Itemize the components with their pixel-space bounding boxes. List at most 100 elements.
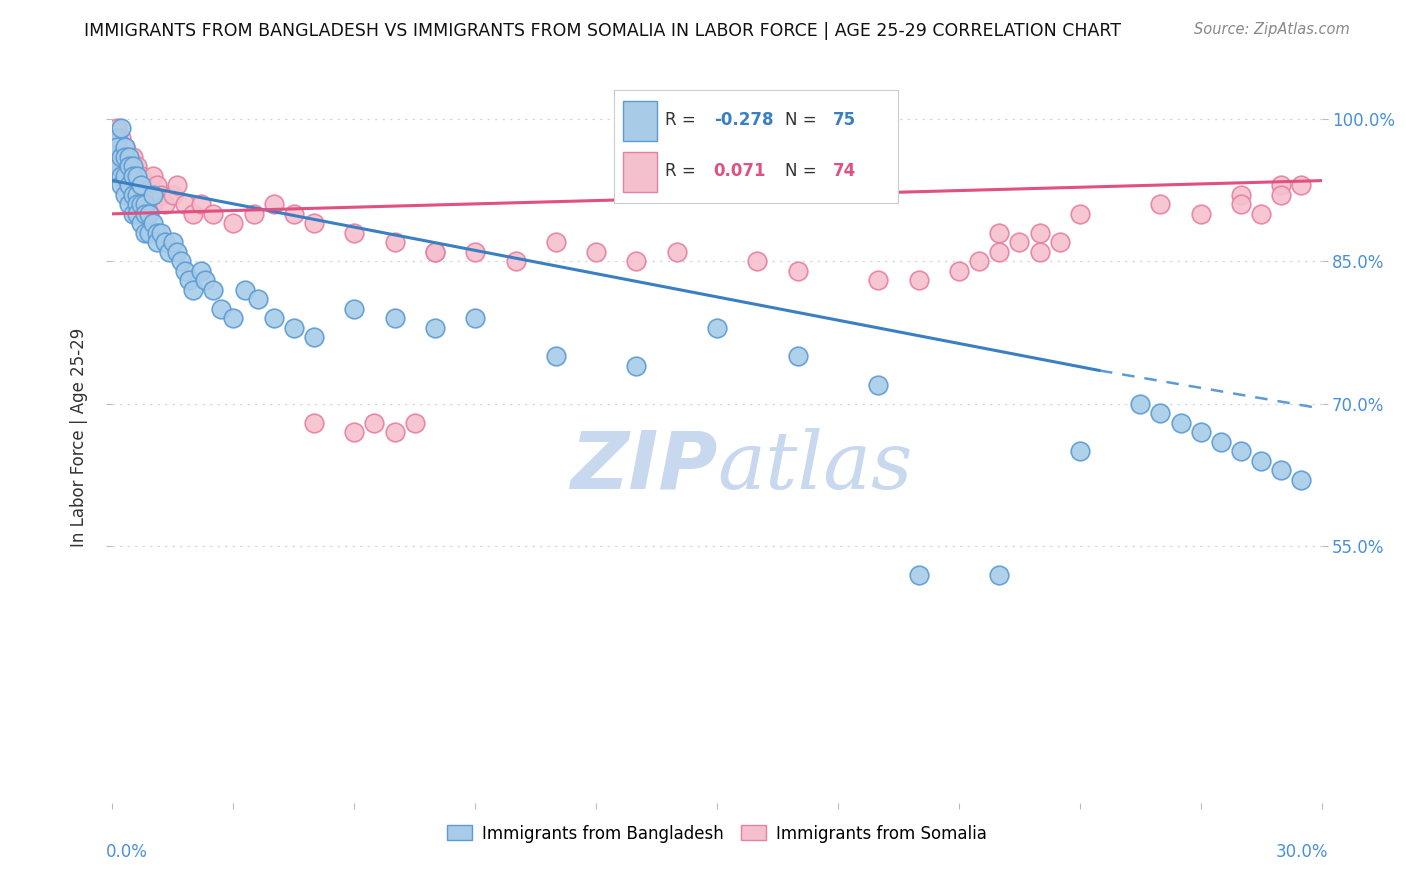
Point	[263, 197, 285, 211]
Point	[1069, 444, 1091, 458]
Point	[988, 226, 1011, 240]
Point	[190, 197, 212, 211]
Point	[114, 140, 136, 154]
Point	[190, 264, 212, 278]
Point	[170, 254, 193, 268]
Point	[1230, 444, 1253, 458]
Point	[1250, 207, 1272, 221]
Point	[125, 178, 148, 193]
Point	[138, 226, 160, 240]
Point	[105, 159, 128, 173]
Point	[110, 150, 132, 164]
Point	[1270, 178, 1292, 193]
Text: ZIP: ZIP	[569, 427, 717, 506]
Point	[138, 207, 160, 221]
Point	[129, 178, 152, 193]
Point	[302, 216, 325, 230]
Point	[1291, 178, 1313, 193]
Point	[114, 150, 136, 164]
Point	[544, 235, 567, 250]
Point	[868, 377, 890, 392]
Point	[1049, 235, 1071, 250]
Point	[283, 207, 305, 221]
Point	[1149, 197, 1171, 211]
Point	[146, 235, 169, 250]
Point	[134, 197, 156, 211]
Point	[114, 187, 136, 202]
Point	[423, 244, 446, 259]
Point	[967, 254, 990, 268]
Point	[149, 187, 172, 202]
Point	[1149, 406, 1171, 420]
Point	[142, 187, 165, 202]
Point	[263, 311, 285, 326]
Point	[302, 330, 325, 344]
Point	[105, 140, 128, 154]
Point	[146, 178, 169, 193]
Point	[585, 244, 607, 259]
Point	[1028, 226, 1050, 240]
Point	[121, 150, 143, 164]
Point	[626, 254, 648, 268]
Point	[343, 301, 366, 316]
Point	[1008, 235, 1031, 250]
Point	[125, 159, 148, 173]
Point	[114, 178, 136, 193]
Point	[464, 244, 486, 259]
Point	[129, 216, 152, 230]
Point	[948, 264, 970, 278]
Point	[222, 216, 245, 230]
Point	[105, 131, 128, 145]
Point	[146, 226, 169, 240]
Text: 30.0%: 30.0%	[1277, 843, 1329, 861]
Point	[117, 150, 139, 164]
Point	[142, 197, 165, 211]
Point	[157, 244, 180, 259]
Point	[988, 244, 1011, 259]
Point	[110, 131, 132, 145]
Point	[1209, 434, 1232, 449]
Point	[464, 311, 486, 326]
Point	[142, 169, 165, 183]
Point	[162, 235, 184, 250]
Point	[117, 159, 139, 173]
Point	[1189, 425, 1212, 440]
Point	[665, 244, 688, 259]
Point	[181, 207, 204, 221]
Point	[209, 301, 232, 316]
Y-axis label: In Labor Force | Age 25-29: In Labor Force | Age 25-29	[70, 327, 89, 547]
Point	[121, 169, 143, 183]
Point	[162, 187, 184, 202]
Point	[283, 321, 305, 335]
Point	[302, 416, 325, 430]
Point	[105, 140, 128, 154]
Point	[114, 159, 136, 173]
Point	[626, 359, 648, 373]
Point	[117, 187, 139, 202]
Point	[138, 187, 160, 202]
Point	[343, 425, 366, 440]
Point	[246, 293, 269, 307]
Legend: Immigrants from Bangladesh, Immigrants from Somalia: Immigrants from Bangladesh, Immigrants f…	[440, 818, 994, 849]
Point	[129, 169, 152, 183]
Point	[110, 121, 132, 136]
Point	[121, 187, 143, 202]
Point	[105, 150, 128, 164]
Point	[544, 349, 567, 363]
Point	[363, 416, 385, 430]
Point	[988, 567, 1011, 582]
Point	[1129, 397, 1152, 411]
Point	[1291, 473, 1313, 487]
Point	[1028, 244, 1050, 259]
Point	[129, 197, 152, 211]
Point	[194, 273, 217, 287]
Point	[202, 207, 225, 221]
Point	[174, 264, 197, 278]
Point	[242, 207, 264, 221]
Point	[117, 150, 139, 164]
Point	[343, 226, 366, 240]
Point	[153, 197, 176, 211]
Point	[121, 187, 143, 202]
Text: IMMIGRANTS FROM BANGLADESH VS IMMIGRANTS FROM SOMALIA IN LABOR FORCE | AGE 25-29: IMMIGRANTS FROM BANGLADESH VS IMMIGRANTS…	[84, 22, 1122, 40]
Point	[134, 178, 156, 193]
